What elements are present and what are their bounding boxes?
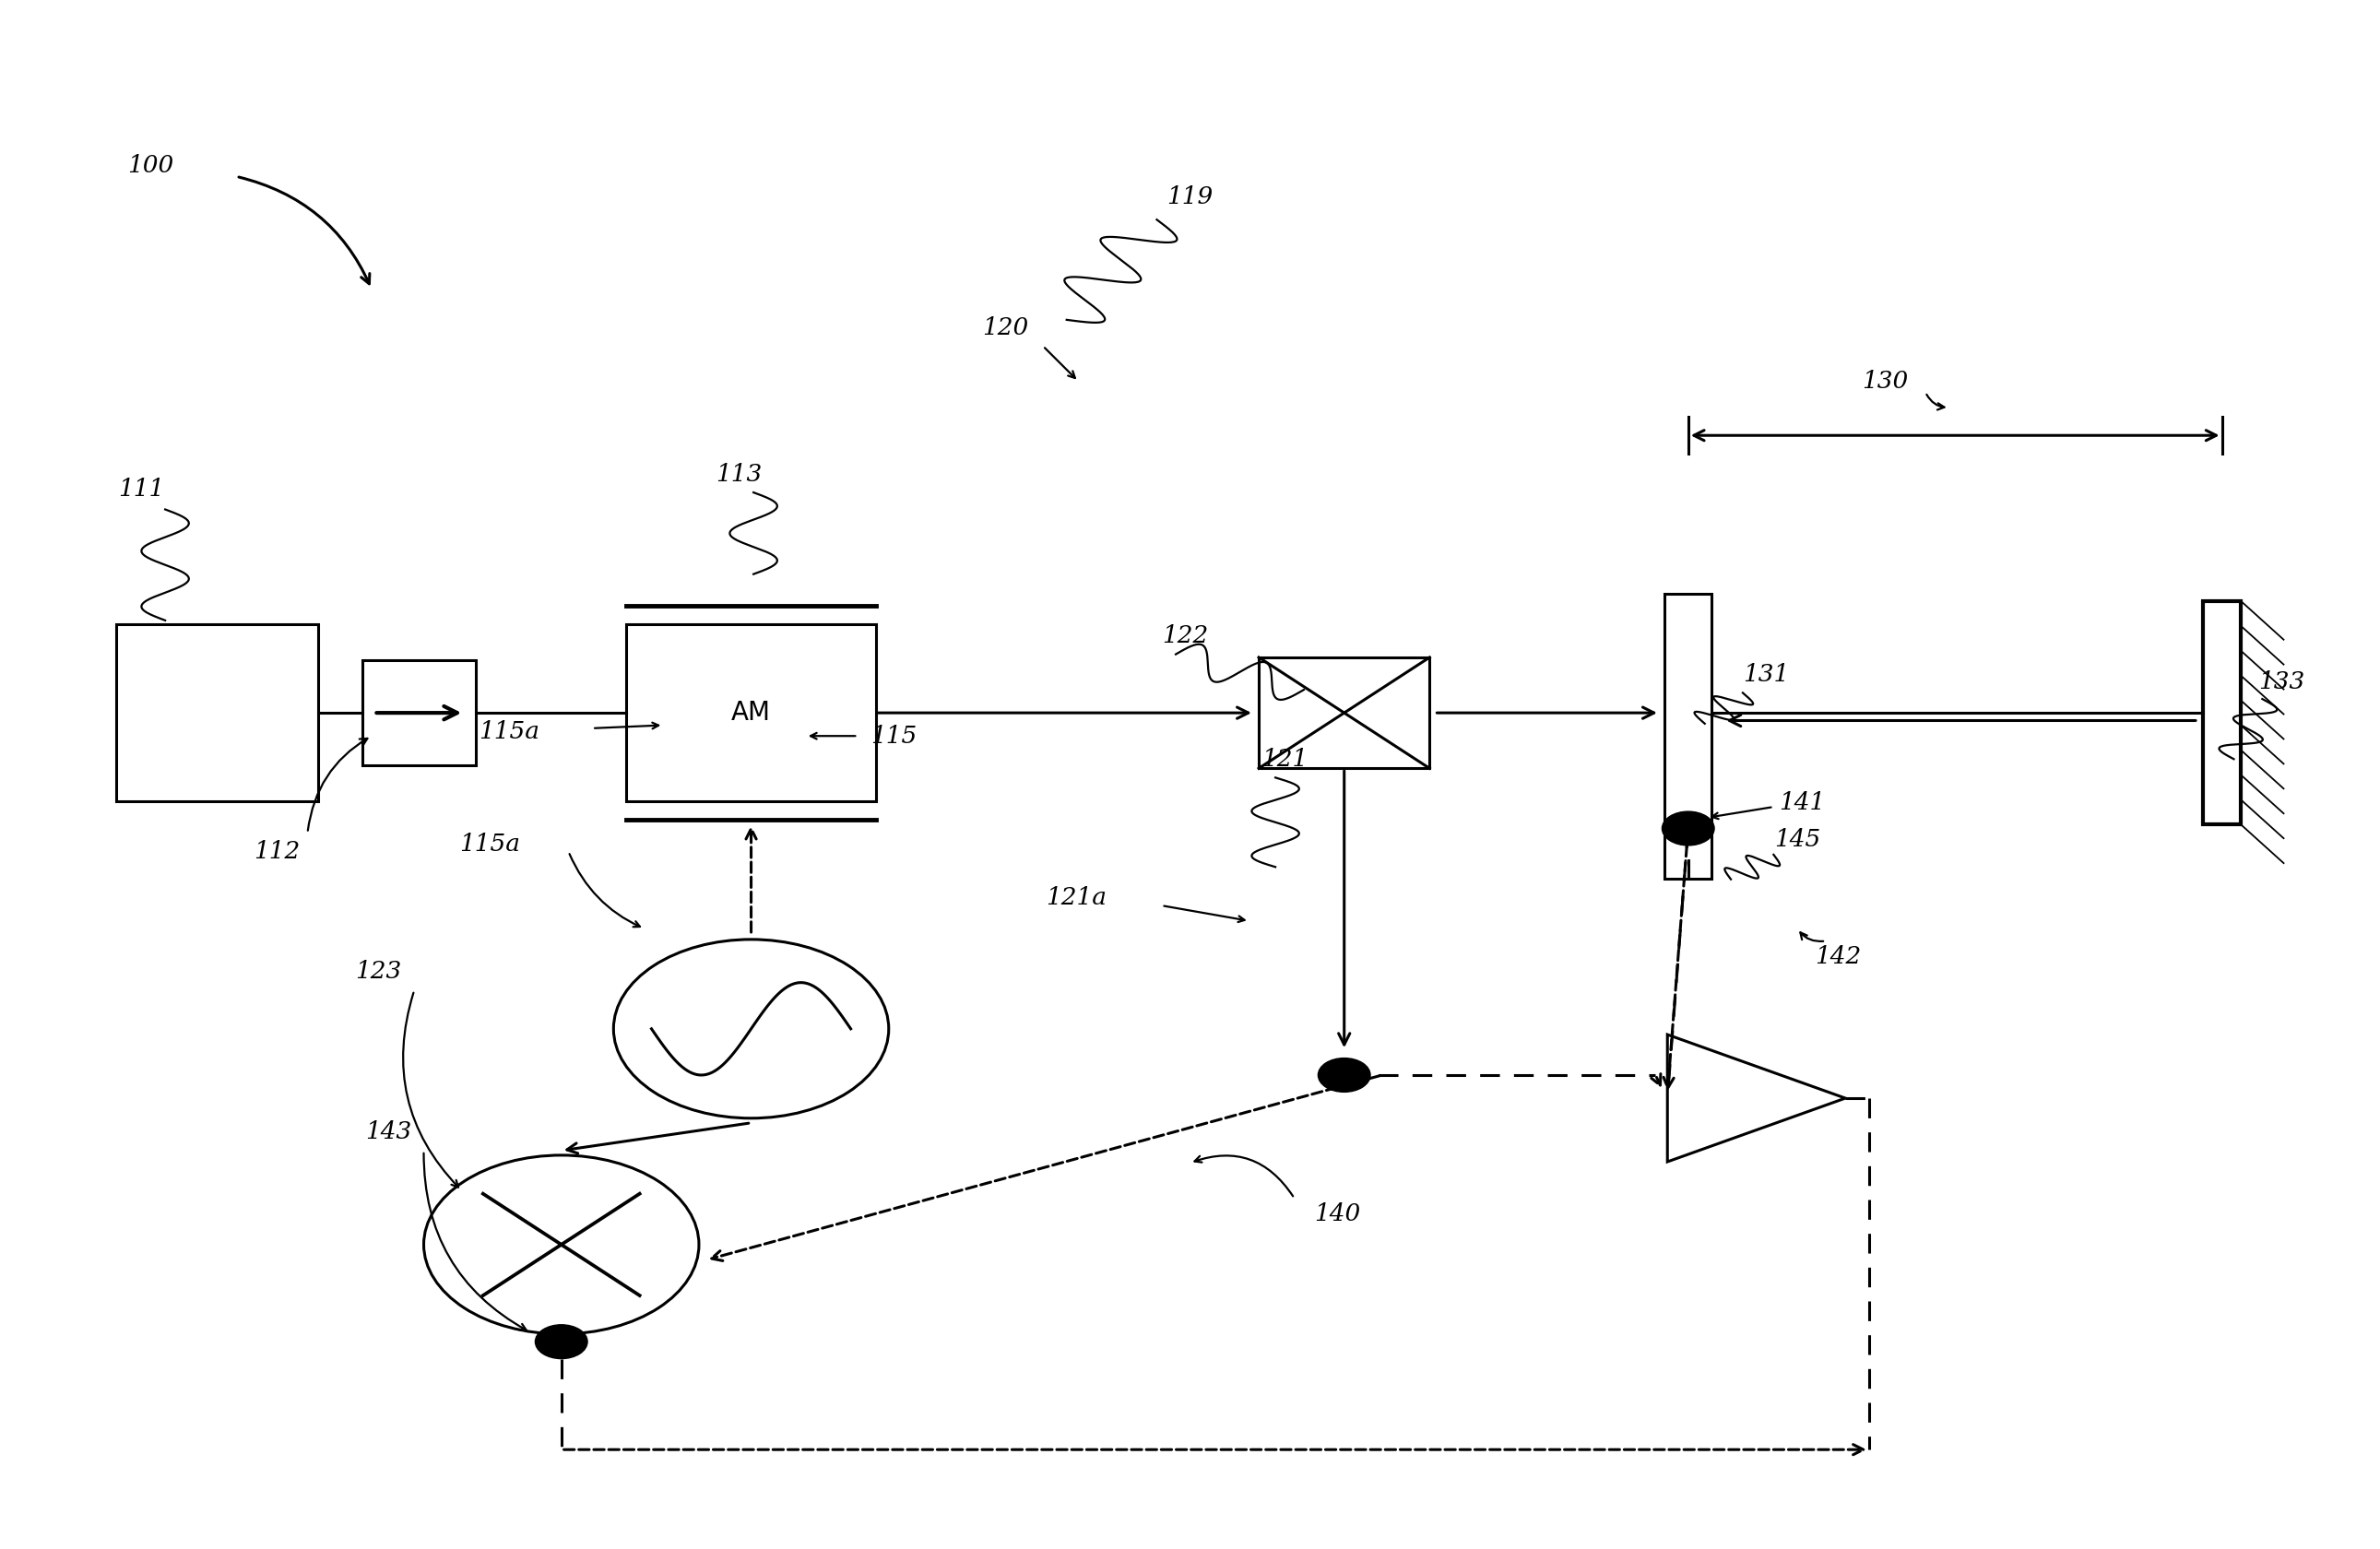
Text: 100: 100 [129, 155, 174, 177]
Bar [1664, 593, 1711, 832]
Text: 113: 113 [716, 463, 762, 485]
Bar [1259, 657, 1430, 768]
Text: 120: 120 [983, 316, 1028, 339]
Text: 141: 141 [1778, 790, 1825, 813]
Bar [117, 624, 319, 801]
Bar [626, 624, 876, 801]
Circle shape [614, 939, 888, 1118]
Text: 119: 119 [1166, 184, 1214, 208]
Polygon shape [1668, 1035, 1845, 1162]
Text: AM: AM [731, 700, 771, 726]
Circle shape [536, 1324, 588, 1358]
Text: 145: 145 [1773, 827, 1821, 850]
Bar [1664, 832, 1711, 878]
Text: 133: 133 [2259, 671, 2304, 694]
Circle shape [1661, 812, 1714, 846]
Text: 143: 143 [364, 1120, 412, 1143]
Text: 142: 142 [1814, 945, 1861, 968]
Text: 130: 130 [1861, 370, 1909, 393]
Text: 115a: 115a [459, 832, 521, 855]
Circle shape [424, 1156, 700, 1334]
Text: 111: 111 [119, 477, 164, 500]
Bar [362, 660, 476, 765]
Text: 115a: 115a [478, 720, 540, 744]
Text: 115: 115 [871, 725, 916, 748]
Circle shape [1319, 1058, 1371, 1092]
Text: 122: 122 [1161, 624, 1209, 647]
Text: 121: 121 [1261, 748, 1309, 770]
Text: 140: 140 [1314, 1202, 1361, 1225]
Bar [2204, 601, 2242, 824]
Text: 123: 123 [355, 960, 402, 984]
Text: 131: 131 [1742, 663, 1790, 686]
Text: 121a: 121a [1045, 886, 1107, 909]
Text: 112: 112 [255, 840, 300, 863]
